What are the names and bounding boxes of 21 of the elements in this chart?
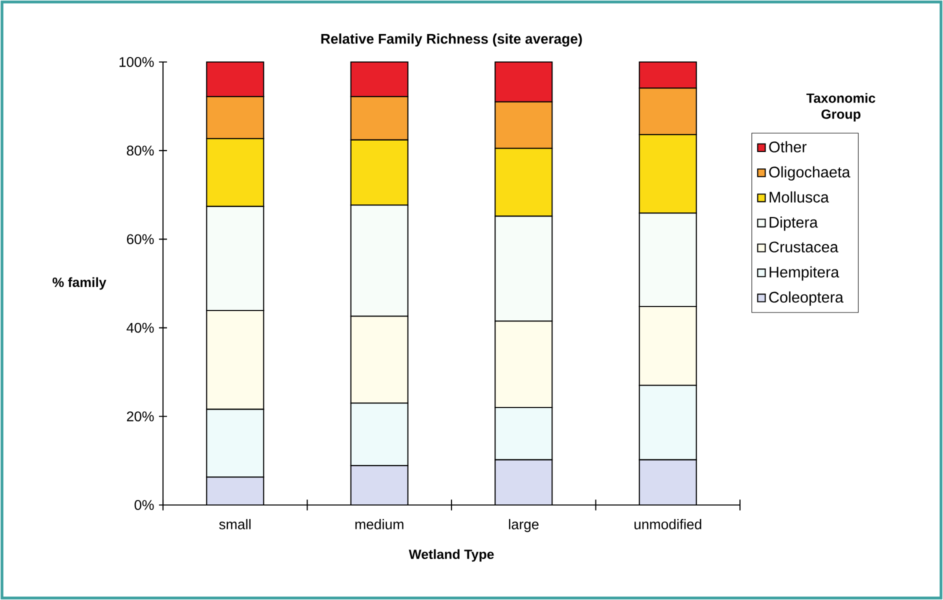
y-tick-label: 0% (134, 500, 154, 510)
legend-label: Hempitera (770, 266, 840, 281)
x-tick-label: large (509, 519, 539, 532)
x-tick-label: unmodified (634, 519, 702, 530)
y-tick-label: 20% (126, 411, 154, 422)
y-tick-label: 100% (120, 57, 154, 67)
chart-title: Relative Family Richness (site average) (321, 34, 582, 47)
legend-label: Coleoptera (769, 291, 844, 306)
y-tick-label: 80% (126, 146, 154, 156)
legend-label: Mollusca (770, 191, 829, 203)
legend-title: Taxonomic Group (806, 93, 876, 122)
x-tick-label: medium (355, 519, 404, 530)
legend-label: Diptera (770, 216, 818, 231)
legend-label: Crustacea (769, 242, 838, 252)
y-tick-label: 40% (126, 322, 154, 333)
y-tick-label: 60% (126, 234, 154, 244)
y-axis-title: % family (52, 277, 106, 290)
x-tick-label: small (219, 519, 251, 530)
x-axis-title: Wetland Type (408, 549, 494, 562)
legend-label: Other (769, 141, 807, 152)
legend-label: Oligochaeta (769, 166, 850, 181)
